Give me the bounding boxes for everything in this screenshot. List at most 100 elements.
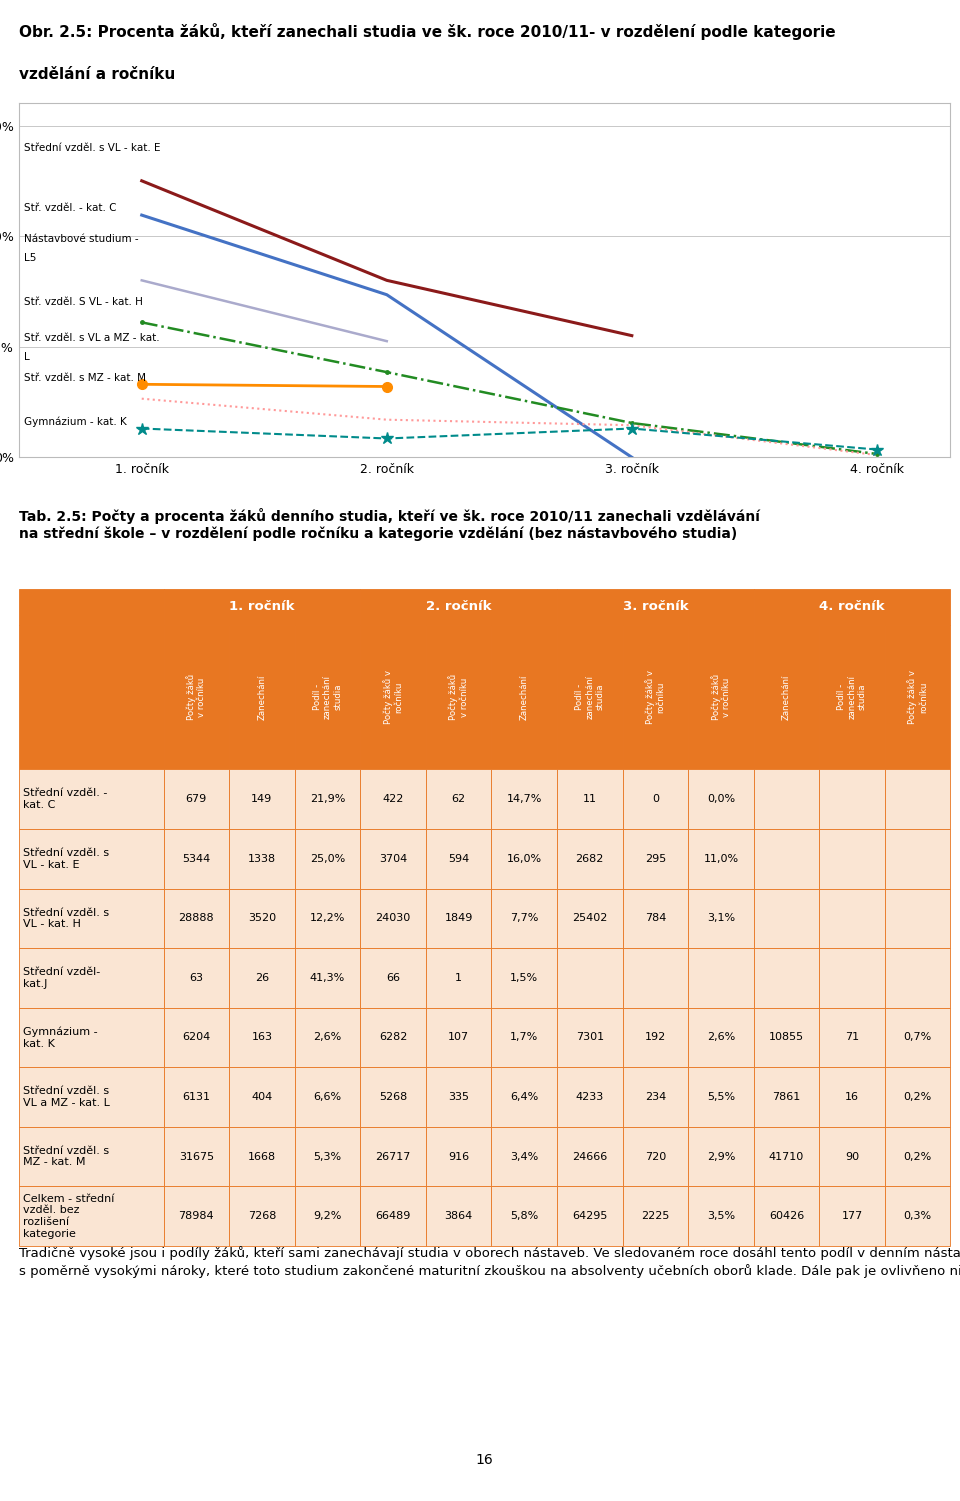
Text: 3864: 3864 xyxy=(444,1211,472,1222)
Text: 24666: 24666 xyxy=(572,1151,608,1162)
Text: 3520: 3520 xyxy=(248,913,276,923)
Bar xyxy=(426,770,492,829)
Text: 21,9%: 21,9% xyxy=(310,794,346,805)
Text: 5344: 5344 xyxy=(182,854,210,863)
Bar xyxy=(163,588,360,624)
Text: 4. ročník: 4. ročník xyxy=(819,600,885,614)
Text: 6204: 6204 xyxy=(182,1033,210,1043)
Bar xyxy=(754,1007,819,1067)
Text: 0,3%: 0,3% xyxy=(903,1211,931,1222)
Bar xyxy=(819,1007,885,1067)
Text: Střední vzděl. s
VL a MZ - kat. L: Střední vzděl. s VL a MZ - kat. L xyxy=(23,1087,109,1108)
Text: 107: 107 xyxy=(448,1033,469,1043)
Bar xyxy=(754,829,819,889)
Text: 63: 63 xyxy=(189,973,204,983)
Bar xyxy=(19,889,163,949)
Bar xyxy=(19,1007,163,1067)
Bar xyxy=(557,770,622,829)
Text: 5,8%: 5,8% xyxy=(510,1211,539,1222)
Bar xyxy=(19,829,163,889)
Text: Celkem - střední
vzděl. bez
rozlišení
kategorie: Celkem - střední vzděl. bez rozlišení ka… xyxy=(23,1193,114,1238)
Bar xyxy=(426,1007,492,1067)
Bar xyxy=(295,624,360,770)
Bar xyxy=(557,624,622,770)
Text: 3,4%: 3,4% xyxy=(510,1151,539,1162)
Text: 149: 149 xyxy=(252,794,273,805)
Text: 5,3%: 5,3% xyxy=(313,1151,342,1162)
Bar xyxy=(360,949,426,1007)
Text: 62: 62 xyxy=(451,794,466,805)
Text: Střední vzděl-
kat.J: Střední vzděl- kat.J xyxy=(23,967,100,989)
Bar xyxy=(688,1127,754,1186)
Bar xyxy=(229,1007,295,1067)
Text: 1: 1 xyxy=(455,973,462,983)
Bar xyxy=(295,949,360,1007)
Text: 3,5%: 3,5% xyxy=(707,1211,735,1222)
Text: 71: 71 xyxy=(845,1033,859,1043)
Bar xyxy=(360,889,426,949)
Text: 10855: 10855 xyxy=(769,1033,804,1043)
Text: Střední vzděl. s
VL - kat. E: Střední vzděl. s VL - kat. E xyxy=(23,848,109,869)
Bar xyxy=(229,624,295,770)
Text: 3,1%: 3,1% xyxy=(707,913,735,923)
Text: 12,2%: 12,2% xyxy=(310,913,346,923)
Bar xyxy=(754,949,819,1007)
Text: 720: 720 xyxy=(645,1151,666,1162)
Text: 7268: 7268 xyxy=(248,1211,276,1222)
Bar xyxy=(163,949,229,1007)
Bar xyxy=(295,1186,360,1246)
Bar xyxy=(19,624,163,770)
Bar xyxy=(557,588,754,624)
Bar xyxy=(163,1007,229,1067)
Text: Stř. vzděl. S VL - kat. H: Stř. vzděl. S VL - kat. H xyxy=(24,297,143,308)
Bar xyxy=(360,1186,426,1246)
Bar xyxy=(492,770,557,829)
Bar xyxy=(19,770,163,829)
Bar xyxy=(688,1007,754,1067)
Bar xyxy=(229,949,295,1007)
Text: 0,7%: 0,7% xyxy=(903,1033,932,1043)
Text: Podíl -
zanechání
studia: Podíl - zanechání studia xyxy=(313,675,343,719)
Bar xyxy=(163,1127,229,1186)
Text: 1338: 1338 xyxy=(248,854,276,863)
Bar xyxy=(819,1127,885,1186)
Bar xyxy=(819,1186,885,1246)
Text: Střední vzděl. s
VL - kat. H: Střední vzděl. s VL - kat. H xyxy=(23,908,109,929)
Bar xyxy=(754,1067,819,1127)
Bar xyxy=(557,1007,622,1067)
Bar xyxy=(163,829,229,889)
Bar xyxy=(885,949,950,1007)
Text: Střední vzděl. s
MZ - kat. M: Střední vzděl. s MZ - kat. M xyxy=(23,1145,109,1168)
Text: 11: 11 xyxy=(583,794,597,805)
Text: 64295: 64295 xyxy=(572,1211,608,1222)
Bar xyxy=(754,1186,819,1246)
Text: 28888: 28888 xyxy=(179,913,214,923)
Bar xyxy=(360,588,557,624)
Bar xyxy=(557,829,622,889)
Bar xyxy=(819,949,885,1007)
Bar xyxy=(492,1186,557,1246)
Bar xyxy=(229,829,295,889)
Bar xyxy=(19,1127,163,1186)
Bar xyxy=(622,949,688,1007)
Bar xyxy=(819,624,885,770)
Bar xyxy=(622,889,688,949)
Text: 177: 177 xyxy=(841,1211,863,1222)
Bar xyxy=(229,889,295,949)
Bar xyxy=(688,1067,754,1127)
Text: 0: 0 xyxy=(652,794,659,805)
Text: 192: 192 xyxy=(645,1033,666,1043)
Bar xyxy=(295,770,360,829)
Bar xyxy=(19,949,163,1007)
Text: Stř. vzděl. - kat. C: Stř. vzděl. - kat. C xyxy=(24,204,116,213)
Text: Počty žáků
v ročníku: Počty žáků v ročníku xyxy=(710,674,732,720)
Text: 234: 234 xyxy=(645,1093,666,1102)
Text: 66: 66 xyxy=(386,973,400,983)
Text: Střední vzděl. -
kat. C: Střední vzděl. - kat. C xyxy=(23,788,108,811)
Bar xyxy=(426,624,492,770)
Text: 16: 16 xyxy=(845,1093,859,1102)
Bar xyxy=(295,1127,360,1186)
Text: Zanechání: Zanechání xyxy=(519,674,529,720)
Text: Stř. vzděl. s VL a MZ - kat.: Stř. vzděl. s VL a MZ - kat. xyxy=(24,333,159,344)
Text: 26717: 26717 xyxy=(375,1151,411,1162)
